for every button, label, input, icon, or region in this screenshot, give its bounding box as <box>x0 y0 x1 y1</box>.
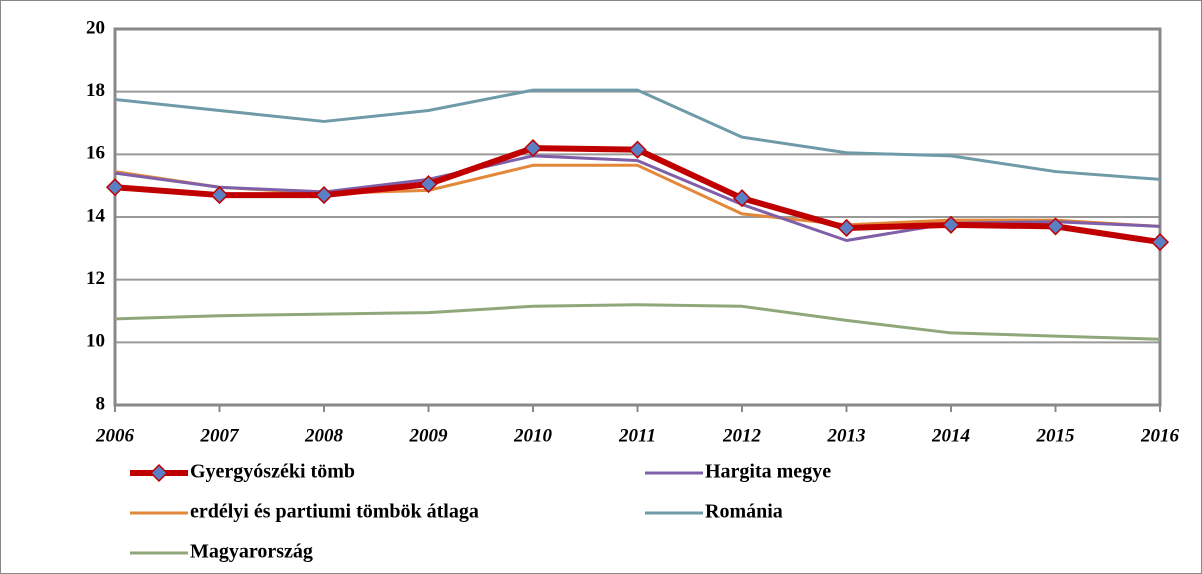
legend-label: Gyergyószéki tömb <box>190 461 355 483</box>
x-tick-label: 2015 <box>1036 425 1076 446</box>
legend-label: erdélyi és partiumi tömbök átlaga <box>190 501 479 523</box>
point-marker <box>210 186 229 205</box>
point-marker <box>1150 233 1170 252</box>
x-tick-label: 2009 <box>409 425 449 446</box>
point-marker <box>628 140 647 159</box>
y-tick-label: 18 <box>86 80 105 101</box>
x-tick-label: 2010 <box>513 425 553 446</box>
point-marker <box>314 186 334 205</box>
point-marker <box>523 139 543 158</box>
x-tick-label: 2014 <box>931 425 970 446</box>
y-tick-label: 10 <box>86 331 105 352</box>
y-tick-label: 14 <box>86 205 106 226</box>
point-marker <box>941 215 961 234</box>
series-line <box>114 88 1161 181</box>
x-tick-label: 2006 <box>95 425 135 446</box>
x-tick-label: 2008 <box>304 425 344 446</box>
legend-label: Magyarország <box>190 541 313 563</box>
x-tick-label: 2011 <box>618 425 656 446</box>
x-tick-label: 2007 <box>200 425 241 446</box>
y-tick-label: 16 <box>86 143 105 164</box>
legend-label: Románia <box>705 501 783 523</box>
x-tick-label: 2013 <box>827 425 866 446</box>
x-tick-label: 2016 <box>1140 425 1180 446</box>
point-marker <box>837 218 856 238</box>
y-tick-label: 12 <box>86 268 105 289</box>
legend-marker <box>149 463 169 483</box>
y-tick-label: 8 <box>96 393 106 414</box>
point-marker <box>105 178 125 197</box>
legend-label: Hargita megye <box>705 461 831 483</box>
point-marker <box>1046 217 1065 236</box>
x-tick-label: 2012 <box>722 425 762 446</box>
point-marker <box>419 175 438 194</box>
point-marker <box>732 189 752 208</box>
series-line <box>114 303 1161 341</box>
y-tick-label: 20 <box>86 17 105 38</box>
